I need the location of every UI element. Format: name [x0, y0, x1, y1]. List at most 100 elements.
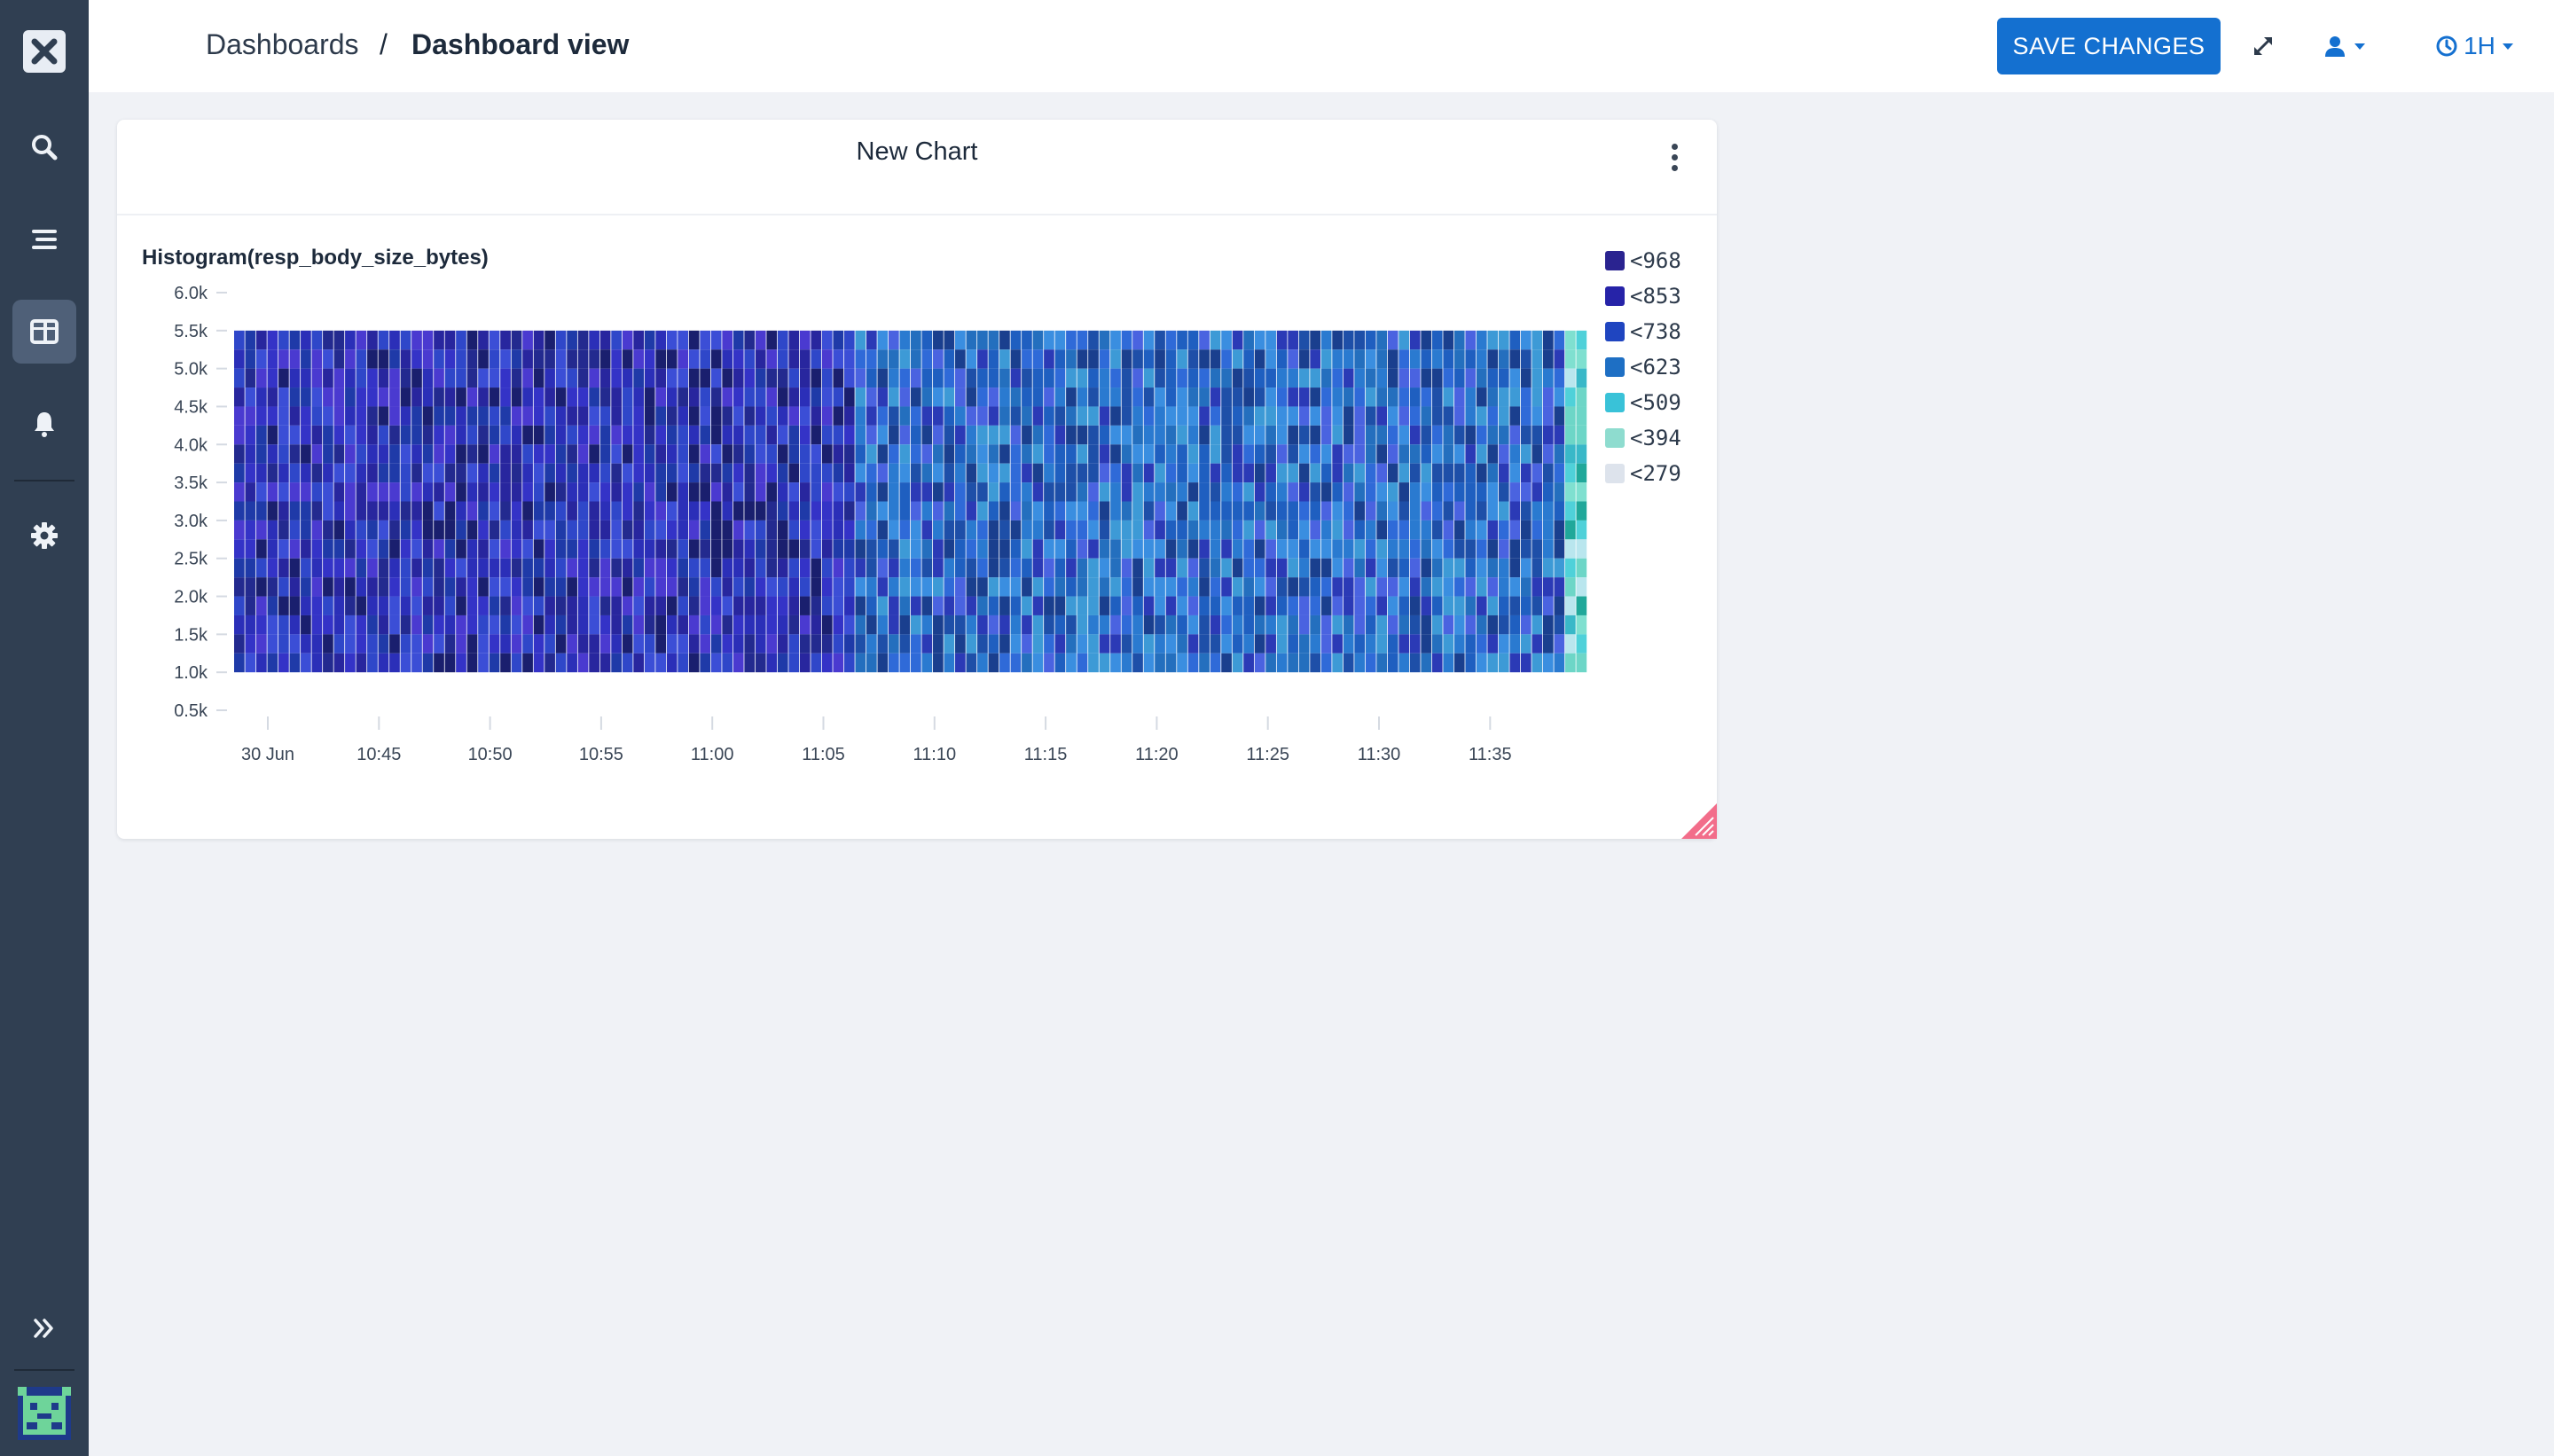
heatmap-cell — [323, 368, 333, 388]
heatmap-cell — [722, 387, 733, 407]
heatmap-cell — [1243, 653, 1254, 673]
heatmap-cell — [1210, 634, 1221, 654]
heatmap-cell — [378, 577, 389, 597]
heatmap-cell — [1221, 577, 1232, 597]
heatmap-cell — [1110, 349, 1121, 369]
heatmap-cell — [533, 330, 544, 350]
bell-icon — [35, 412, 54, 437]
heatmap-cell — [1054, 634, 1066, 654]
sidebar-item-dashboards[interactable] — [12, 300, 76, 364]
sidebar-item-settings[interactable] — [12, 504, 76, 568]
legend-label: <509 — [1630, 390, 1681, 415]
heatmap-cell — [1398, 614, 1410, 635]
heatmap-cell — [555, 463, 567, 483]
heatmap-cell — [877, 368, 889, 388]
heatmap-cell — [1443, 425, 1454, 445]
heatmap-cell — [966, 463, 977, 483]
heatmap-cell — [1443, 634, 1454, 654]
heatmap-cell — [700, 425, 711, 445]
heatmap-cell — [1532, 425, 1543, 445]
heatmap-cell — [611, 596, 622, 615]
heatmap-cell — [843, 596, 855, 615]
heatmap-cell — [389, 634, 400, 654]
resize-handle-icon[interactable] — [1681, 803, 1717, 839]
user-avatar[interactable] — [18, 1387, 71, 1440]
heatmap-cell — [611, 482, 622, 502]
heatmap-cell — [1421, 425, 1432, 445]
heatmap-cell — [434, 387, 444, 407]
heatmap-cell — [1276, 501, 1288, 521]
sidebar-expand-button[interactable] — [12, 1296, 76, 1360]
heatmap-cell — [944, 368, 955, 388]
heatmap-cell — [301, 330, 311, 350]
heatmap-cell — [1343, 368, 1354, 388]
heatmap-cell — [777, 387, 788, 407]
heatmap-cell — [1542, 368, 1554, 388]
heatmap-cell — [555, 482, 567, 502]
heatmap-cell — [611, 368, 622, 388]
heatmap-cell — [1155, 444, 1165, 464]
heatmap-cell — [1498, 653, 1509, 673]
heatmap-cell — [888, 501, 899, 521]
heatmap-cell — [933, 444, 944, 464]
heatmap-cell — [522, 406, 533, 426]
heatmap-cell — [1365, 368, 1376, 388]
heatmap-cell — [1332, 614, 1344, 635]
sidebar-item-alerts[interactable] — [12, 392, 76, 456]
heatmap-cell — [577, 444, 589, 464]
heatmap-cell — [1421, 596, 1432, 615]
save-changes-button[interactable]: SAVE CHANGES — [1997, 18, 2221, 74]
heatmap-cell — [622, 539, 633, 559]
heatmap-cell — [400, 653, 411, 673]
heatmap-cell — [1465, 406, 1477, 426]
heatmap-cell — [1453, 349, 1465, 369]
heatmap-cell — [777, 653, 788, 673]
heatmap-cell — [633, 501, 645, 521]
heatmap-cell — [843, 577, 855, 597]
heatmap-cell — [378, 596, 389, 615]
heatmap-cell — [1409, 463, 1421, 483]
heatmap-cell — [811, 482, 822, 502]
heatmap-cell — [833, 501, 844, 521]
heatmap-cell — [599, 558, 611, 578]
heatmap-cell — [1265, 614, 1276, 635]
heatmap-cell — [1487, 653, 1499, 673]
app-logo[interactable] — [23, 30, 66, 73]
x-tick-label: 11:20 — [1135, 745, 1179, 764]
fullscreen-button[interactable] — [2240, 23, 2286, 69]
heatmap-cell — [323, 577, 333, 597]
heatmap-cell — [311, 558, 323, 578]
heatmap-cell — [1542, 387, 1554, 407]
heatmap-cell — [1487, 444, 1499, 464]
panel-menu-button[interactable] — [1657, 137, 1692, 176]
heatmap-cell — [843, 482, 855, 502]
heatmap-cell — [1453, 520, 1465, 540]
heatmap-cell — [1476, 539, 1487, 559]
user-filter-dropdown[interactable] — [2316, 23, 2373, 69]
heatmap-cell — [911, 349, 921, 369]
heatmap-cell — [478, 368, 489, 388]
heatmap-cell — [611, 425, 622, 445]
heatmap-cell — [833, 463, 844, 483]
heatmap-cell — [988, 330, 999, 350]
heatmap-cell — [866, 330, 877, 350]
heatmap-cell — [1431, 406, 1443, 426]
sidebar-item-search[interactable] — [12, 115, 76, 179]
legend-swatch — [1605, 464, 1625, 483]
time-range-dropdown[interactable]: 1H — [2425, 23, 2526, 69]
heatmap-cell — [655, 614, 667, 635]
heatmap-cell — [755, 368, 766, 388]
heatmap-cell — [833, 520, 844, 540]
breadcrumb-dashboards[interactable]: Dashboards — [206, 28, 359, 60]
heatmap-cell — [555, 614, 567, 635]
heatmap-cell — [666, 482, 678, 502]
heatmap-cell — [733, 406, 744, 426]
heatmap-cell — [899, 501, 911, 521]
heatmap-cell — [1487, 520, 1499, 540]
heatmap-cell — [311, 577, 323, 597]
heatmap-cell — [356, 614, 367, 635]
heatmap-cell — [933, 653, 944, 673]
heatmap-cell — [1409, 368, 1421, 388]
heatmap-cell — [1044, 425, 1054, 445]
sidebar-item-list[interactable] — [12, 207, 76, 271]
